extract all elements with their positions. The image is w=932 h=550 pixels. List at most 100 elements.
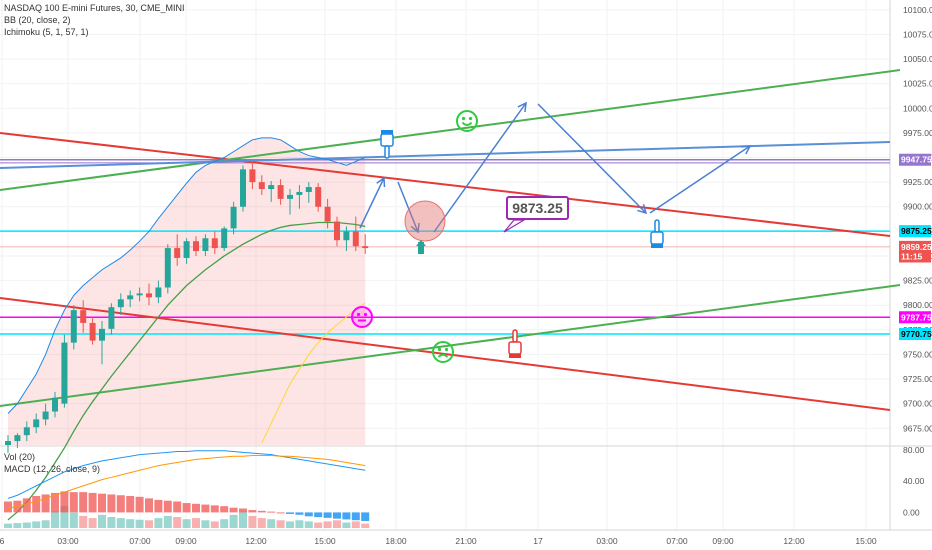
- sad-face-icon-mouth: [437, 353, 449, 358]
- arrow-up-3-head: [740, 145, 752, 155]
- volume-bar: [4, 523, 12, 528]
- smiley-face-icon-mouth: [461, 121, 473, 126]
- candle-body: [315, 187, 322, 207]
- candle-body: [164, 248, 171, 288]
- macd-hist-bar: [351, 512, 360, 521]
- macd-hist-bar: [4, 501, 12, 513]
- vol-legend[interactable]: Vol (20): [4, 452, 36, 462]
- volume-bar: [248, 515, 257, 528]
- up-arrow-marker: [416, 240, 426, 246]
- x-tick-label: 07:00: [666, 536, 688, 546]
- volume-bar: [145, 520, 153, 528]
- price-tag: 9770.75: [899, 327, 932, 340]
- hand-pointer-down-icon-finger: [384, 145, 390, 159]
- candle-body: [193, 241, 199, 252]
- volume-bar: [239, 511, 247, 528]
- bb-legend[interactable]: BB (20, close, 2): [4, 15, 71, 25]
- volume-bar: [333, 520, 341, 528]
- macd-hist-bar: [239, 508, 247, 513]
- macd-hist-bar: [88, 492, 97, 513]
- sad-face-icon-eye: [444, 347, 449, 352]
- volume-bar: [351, 521, 360, 528]
- candle-body: [14, 435, 21, 442]
- candle-body: [146, 293, 152, 298]
- volume-bar: [210, 521, 219, 528]
- y-tick-label: 9675.00: [903, 423, 932, 433]
- candle-body: [61, 342, 68, 404]
- time-axis[interactable]: 6 03:00 07:00 09:00 12:00 15:00 18:00 21:00 17 03…: [0, 536, 877, 546]
- candle-body: [305, 187, 312, 192]
- macd-scale-label: 40.00: [903, 476, 925, 486]
- price-tag: 9787.75: [899, 311, 932, 324]
- price-tag-bg: [899, 250, 931, 263]
- candle-body: [240, 169, 246, 207]
- y-tick-label: 9700.00: [903, 399, 932, 409]
- candle-body: [249, 169, 256, 183]
- macd-volume-pane: [4, 450, 370, 528]
- price-tag: 11:15: [899, 250, 931, 263]
- arrow-down-2-head: [637, 204, 648, 215]
- price-tag-label: 9947.75: [901, 155, 932, 165]
- macd-hist-bar: [323, 512, 332, 518]
- price-annotation-box[interactable]: 9873.25: [506, 196, 569, 220]
- x-tick-label: 15:00: [855, 536, 877, 546]
- y-tick-label: 9825.00: [903, 276, 932, 286]
- arrow-down-1: [397, 181, 419, 233]
- y-tick-label: 10100.00: [903, 5, 932, 15]
- macd-hist-bar: [210, 505, 219, 513]
- x-tick-label: 12:00: [245, 536, 267, 546]
- bb-upper-line: [7, 137, 366, 414]
- volume-bar: [41, 520, 50, 528]
- price-tag: 9859.25: [899, 240, 932, 253]
- macd-hist-bar: [333, 512, 341, 519]
- candle-body: [324, 206, 331, 222]
- blue-trendline: [0, 141, 891, 169]
- sad-face-icon-eye: [437, 347, 442, 352]
- hand-pointer-up-icon: [650, 219, 664, 248]
- small-up-candle-marker: [418, 242, 424, 254]
- x-tick-label: 17: [533, 536, 543, 546]
- candle-body: [33, 419, 40, 428]
- highlight-circle: [404, 200, 446, 242]
- macd-hist-bar: [192, 503, 200, 513]
- volume-bar: [163, 515, 172, 528]
- hand-pointer-up-icon-palm: [650, 231, 664, 245]
- ichimoku-legend[interactable]: Ichimoku (5, 1, 57, 1): [4, 27, 89, 37]
- macd-scale-label: 80.00: [903, 445, 925, 455]
- smiley-face-icon-eye: [461, 116, 466, 121]
- y-tick-label: 10000.00: [903, 103, 932, 113]
- horizontal-lines: [0, 158, 890, 335]
- macd-hist-bar: [32, 496, 41, 513]
- macd-hist-bar: [163, 500, 172, 513]
- candle-body: [343, 231, 350, 241]
- volume-bar: [361, 523, 370, 528]
- price-tag-label: 9859.25: [901, 242, 932, 252]
- neutral-face-icon-eye: [363, 312, 368, 317]
- neutral-face-icon-eye: [356, 312, 361, 317]
- arrow-up-3: [649, 145, 751, 214]
- volume-bar: [107, 517, 116, 528]
- hand-pointer-red-icon: [508, 329, 522, 358]
- arrow-up-2: [433, 102, 527, 233]
- symbol-legend[interactable]: NASDAQ 100 E-mini Futures, 30, CME_MINI: [4, 3, 185, 13]
- macd-hist-bar: [267, 511, 276, 513]
- volume-bar: [51, 511, 59, 528]
- x-tick-label: 09:00: [175, 536, 197, 546]
- candle-body: [70, 310, 77, 343]
- signal-line: [7, 454, 366, 509]
- candle-body: [211, 238, 218, 249]
- y-tick-label: 9925.00: [903, 177, 932, 187]
- candle-body: [362, 246, 369, 249]
- x-tick-label: 03:00: [57, 536, 79, 546]
- macd-legend[interactable]: MACD (12, 26, close, 9): [4, 464, 101, 474]
- hand-pointer-down-icon-palm: [380, 133, 394, 147]
- candle-body: [155, 287, 162, 298]
- volume-bar: [257, 518, 266, 528]
- annotation-value: 9873.25: [512, 200, 563, 216]
- lower-red-trendline: [0, 297, 891, 411]
- macd-hist-bar: [41, 494, 50, 513]
- candle-body: [202, 238, 209, 252]
- volume-bar: [267, 519, 276, 528]
- macd-hist-bar: [314, 512, 323, 518]
